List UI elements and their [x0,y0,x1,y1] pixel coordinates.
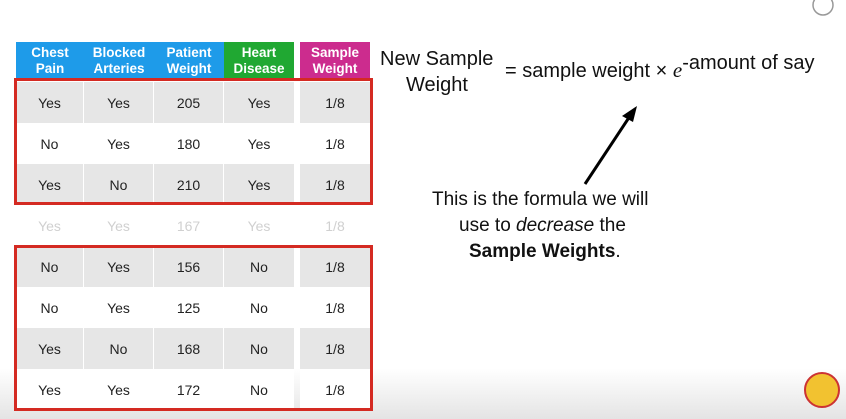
table-cell: No [224,369,294,410]
table-cell: Yes [84,205,154,246]
note-bold: Sample Weights [469,241,616,262]
table-header: Patient Weight [154,42,224,80]
table-cell: 1/8 [300,246,370,287]
table-cell: 1/8 [300,205,370,246]
table-cell: Yes [224,82,294,123]
formula-exponent: -amount of say [682,52,815,74]
table-cell: 167 [154,205,224,246]
table-cell: Yes [84,82,154,123]
note-text: . [615,241,621,262]
table-cell: 168 [154,328,224,369]
formula-text: = sample weight × [505,60,668,82]
note-emphasis: decrease [516,215,595,236]
table-cell: No [16,246,84,287]
table-cell: 1/8 [300,82,370,123]
table-cell: 156 [154,246,224,287]
formula-lhs: New Sample [380,48,494,70]
table-cell: Yes [84,287,154,328]
table-cell: 1/8 [300,369,370,410]
table-header: Heart Disease [224,42,294,80]
formula-lhs: Weight [406,74,468,96]
table-cell: No [84,328,154,369]
table-cell: Yes [224,164,294,205]
table-cell: Yes [16,369,84,410]
highlight-box [14,78,373,205]
formula-rhs: = sample weight × e-amount of say [505,52,815,83]
table-header: Blocked Arteries [84,42,154,80]
note-text: the [599,215,626,236]
table-cell: 1/8 [300,123,370,164]
logo [804,372,840,408]
table-cell: No [84,164,154,205]
table-cell: Yes [224,123,294,164]
arrow [583,115,632,185]
table-cell: 172 [154,369,224,410]
table-cell: Yes [84,369,154,410]
table-cell: 210 [154,164,224,205]
table-header: Sample Weight [300,42,370,80]
formula-base: e [672,58,683,82]
table-cell: Yes [84,246,154,287]
table-cell: Yes [224,205,294,246]
table-cell: 180 [154,123,224,164]
info-icon [812,0,834,16]
table-header: Chest Pain [16,42,84,80]
table-cell: Yes [16,82,84,123]
table-cell: Yes [16,328,84,369]
note-line: Sample Weights. [469,241,621,263]
table-cell: 1/8 [300,287,370,328]
table-cell: 1/8 [300,328,370,369]
note-text: use to [459,215,511,236]
note-line: This is the formula we will [432,189,649,210]
table-cell: 125 [154,287,224,328]
note-line: use to decrease the [459,215,626,237]
highlight-box [14,245,373,411]
table-cell: No [16,287,84,328]
table-cell: Yes [16,164,84,205]
table-cell: 205 [154,82,224,123]
table-cell: Yes [84,123,154,164]
table-cell: 1/8 [300,164,370,205]
table-cell: Yes [16,205,84,246]
table-cell: No [224,328,294,369]
table-cell: No [16,123,84,164]
arrowhead [622,106,637,122]
table-cell: No [224,246,294,287]
table-cell: No [224,287,294,328]
